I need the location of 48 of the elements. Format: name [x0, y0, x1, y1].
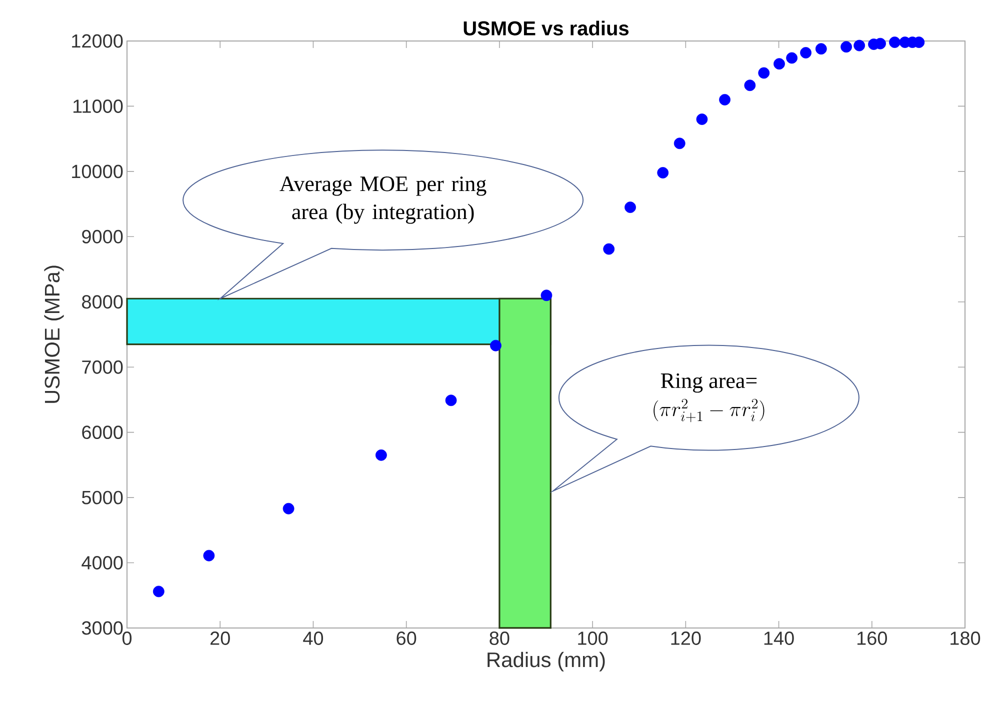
y-tick-label: 8000	[82, 295, 123, 309]
annotation: Average MOE per ring area (by integration)	[280, 176, 486, 224]
x-tick-label: 0	[122, 632, 132, 645]
point	[786, 52, 798, 64]
point	[758, 67, 770, 79]
chart-title: USMOE vs radius	[464, 20, 629, 36]
point	[696, 114, 708, 125]
x-tick-label: 100	[578, 632, 608, 645]
y-tick-label: 5000	[82, 490, 123, 504]
x-tick-label: 180	[950, 632, 980, 645]
point	[376, 449, 387, 461]
y-tick-label: 11000	[73, 99, 123, 113]
point	[540, 290, 552, 302]
annotation: $(\pi r_{i+1}^2-\pi r_i^2)$	[654, 398, 764, 422]
point	[152, 586, 164, 598]
point	[445, 394, 457, 406]
point	[854, 40, 866, 52]
x-tick-label: 40	[303, 632, 324, 645]
y-tick-label: 10000	[72, 164, 123, 178]
point	[719, 94, 730, 106]
x-tick-label: 20	[210, 632, 230, 645]
y-tick-label: 6000	[82, 426, 123, 440]
y-axis-title: USMOE (MPa)	[44, 266, 64, 403]
point	[774, 58, 785, 70]
point	[674, 138, 686, 150]
point	[800, 47, 812, 58]
annotation: Ring area=	[660, 373, 757, 393]
point	[840, 41, 852, 53]
point	[624, 202, 636, 214]
point	[203, 550, 215, 562]
x-tick-label: 80	[490, 632, 510, 645]
point	[815, 43, 827, 55]
x-tick-label: 60	[396, 632, 416, 645]
point	[282, 502, 294, 514]
y-tick-label: 9000	[82, 230, 123, 244]
x-tick-label: 120	[671, 632, 701, 645]
y-tick-label: 3000	[82, 621, 123, 635]
x-axis-title: Radius (mm)	[488, 652, 605, 672]
x-tick-label: 160	[857, 632, 887, 645]
y-tick-label: 4000	[82, 556, 123, 570]
point	[490, 340, 502, 352]
y-tick-label: 7000	[82, 360, 123, 374]
point	[889, 36, 900, 48]
point	[657, 167, 669, 178]
point	[744, 80, 756, 92]
x-tick-label: 140	[764, 632, 794, 645]
y-tick-label: 12000	[72, 34, 123, 48]
point	[603, 243, 615, 255]
